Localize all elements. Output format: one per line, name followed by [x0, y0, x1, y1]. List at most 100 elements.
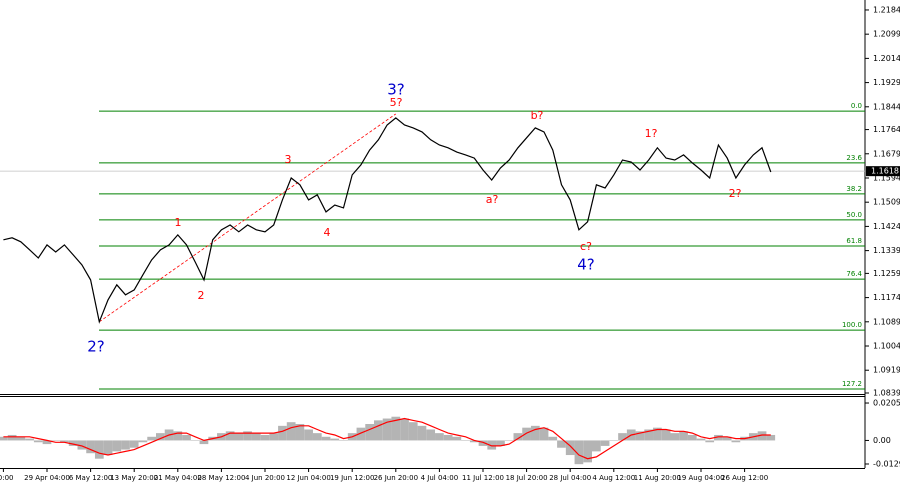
- wave-label: 5?: [390, 96, 403, 109]
- x-tick-label: 11 Jul 12:00: [462, 474, 504, 482]
- fib-label: 76.4: [846, 270, 862, 278]
- x-tick-label: 18 Jul 20:00: [506, 474, 548, 482]
- histogram-bar: [592, 440, 601, 452]
- x-tick-label: 4 Jul 04:00: [421, 474, 459, 482]
- wave-label: 2: [198, 289, 205, 302]
- histogram-bar: [356, 427, 366, 441]
- histogram-bar: [469, 440, 479, 443]
- histogram-bar: [757, 431, 767, 441]
- histogram-bar: [644, 429, 654, 441]
- fib-label: 23.6: [846, 154, 862, 162]
- histogram-bar: [68, 440, 78, 446]
- wave-label: b?: [531, 109, 544, 122]
- histogram-bar: [539, 427, 549, 441]
- x-tick-label: 28 Jul 04:00: [549, 474, 591, 482]
- y-tick-label: 1.1844: [873, 102, 900, 111]
- histogram-bar: [225, 431, 235, 441]
- histogram-bar: [374, 420, 383, 441]
- wave-guide: [99, 113, 397, 323]
- histogram-bar: [42, 440, 52, 445]
- histogram-bar: [260, 434, 270, 441]
- y-tick-label: 0.0205: [873, 399, 900, 408]
- histogram-bar: [417, 425, 427, 441]
- y-tick-label: 1.1004: [873, 342, 900, 351]
- histogram-bar: [530, 425, 540, 441]
- wave-label: 2?: [729, 187, 742, 200]
- histogram-bar: [321, 436, 331, 441]
- histogram-bar: [339, 440, 348, 441]
- x-tick-label: 30:00: [0, 474, 13, 482]
- fib-label: 100.0: [842, 321, 862, 329]
- histogram-bar: [513, 433, 523, 441]
- histogram-bar: [86, 440, 95, 454]
- histogram-bar: [496, 440, 505, 446]
- histogram-bar: [112, 440, 122, 452]
- histogram-bar: [330, 438, 340, 441]
- y-tick-label: 1.1089: [873, 317, 900, 326]
- wave-label: 1: [175, 216, 182, 229]
- x-tick-label: 26 Jun 20:00: [374, 474, 418, 482]
- y-tick-label: -0.0129: [873, 459, 900, 468]
- histogram-bar: [766, 434, 776, 441]
- histogram-bar: [382, 418, 392, 441]
- histogram-bar: [661, 429, 671, 441]
- histogram-bar: [312, 433, 322, 441]
- histogram-bar: [609, 440, 619, 441]
- histogram-bar: [391, 416, 401, 441]
- fib-label: 50.0: [846, 211, 862, 219]
- histogram-bar: [304, 429, 313, 441]
- wave-label: 3?: [387, 81, 405, 99]
- y-tick-label: 1.1259: [873, 269, 900, 278]
- histogram-bar: [557, 440, 566, 448]
- histogram-bar: [487, 440, 497, 450]
- wave-label: c?: [580, 240, 592, 253]
- x-tick-label: 13 May 20:00: [110, 474, 158, 482]
- histogram-bar: [504, 440, 514, 441]
- current-price-box: [866, 166, 900, 177]
- x-tick-label: 12 Jun 04:00: [286, 474, 330, 482]
- y-tick-label: 1.0839: [873, 389, 900, 398]
- histogram-bar: [199, 440, 209, 445]
- histogram-bar: [103, 440, 113, 456]
- histogram-bar: [722, 436, 732, 441]
- fib-label: 61.8: [846, 237, 862, 245]
- x-tick-label: 26 Aug 12:00: [721, 474, 768, 482]
- x-tick-label: 29 Apr 04:00: [24, 474, 70, 482]
- histogram-bar: [0, 436, 8, 441]
- y-tick-label: 1.1174: [873, 293, 900, 302]
- histogram-bar: [461, 440, 470, 441]
- histogram-bar: [129, 440, 139, 448]
- y-tick-label: 1.1594: [873, 173, 900, 182]
- histogram-bar: [478, 440, 488, 446]
- y-tick-label: 1.2014: [873, 54, 900, 63]
- wave-label: 2?: [87, 338, 105, 356]
- histogram-bar: [426, 429, 436, 441]
- y-tick-label: 1.0919: [873, 366, 900, 375]
- histogram-bar: [452, 436, 462, 441]
- histogram-bar: [670, 433, 680, 441]
- x-tick-label: 19 Aug 04:00: [677, 474, 724, 482]
- histogram-bar: [94, 440, 104, 459]
- histogram-bar: [147, 436, 156, 441]
- y-tick-label: 1.2184: [873, 5, 900, 14]
- plot-area: [0, 0, 865, 468]
- histogram-bar: [25, 438, 34, 441]
- histogram-bar: [600, 440, 610, 446]
- histogram-bar: [16, 436, 26, 441]
- histogram-bar: [400, 418, 409, 441]
- histogram-bar: [138, 440, 148, 443]
- y-tick-label: 1.1929: [873, 78, 900, 87]
- x-tick-label: 21 May 04:00: [154, 474, 202, 482]
- histogram-bar: [365, 424, 374, 441]
- x-tick-label: 19 Jun 12:00: [330, 474, 374, 482]
- histogram-bar: [60, 440, 69, 443]
- histogram-bar: [190, 440, 200, 441]
- y-tick-label: 1.1424: [873, 222, 900, 231]
- x-tick-label: 4 Jun 20:00: [245, 474, 285, 482]
- fib-label: 38.2: [846, 185, 862, 193]
- histogram-bar: [696, 438, 706, 441]
- histogram-bar: [653, 427, 662, 441]
- histogram-bar: [635, 431, 645, 441]
- histogram-bar: [182, 434, 191, 441]
- histogram-bar: [251, 433, 261, 441]
